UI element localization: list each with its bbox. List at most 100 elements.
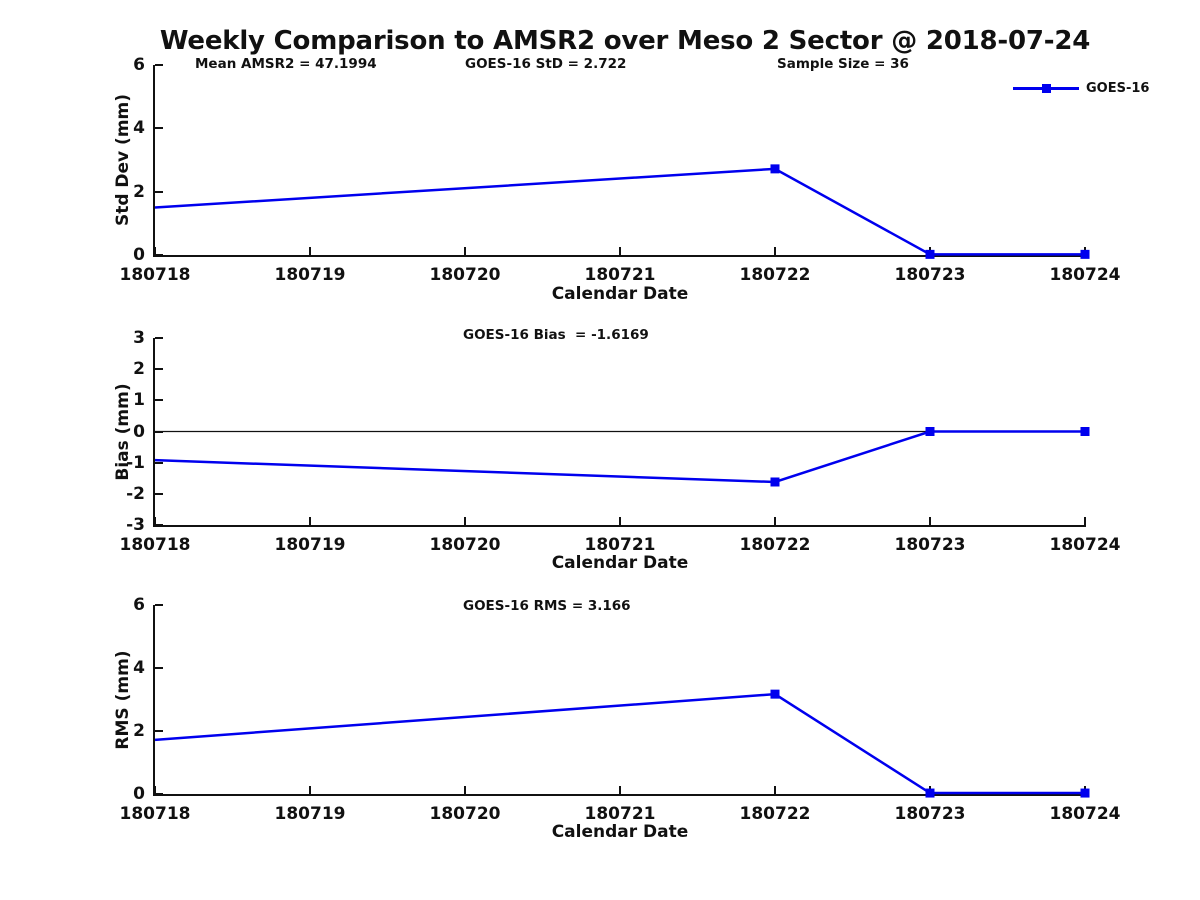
x-tick xyxy=(619,786,621,794)
y-tick xyxy=(155,667,163,669)
annotation-sample-size: Sample Size = 36 xyxy=(777,56,909,72)
legend: GOES-16 xyxy=(1013,81,1149,96)
x-tick xyxy=(464,247,466,255)
y-tick-label: 2 xyxy=(133,359,145,380)
y-tick-label: 4 xyxy=(133,118,145,139)
x-tick xyxy=(774,247,776,255)
x-tick xyxy=(154,247,156,255)
x-tick-label: 180721 xyxy=(584,265,656,285)
y-tick-label: 3 xyxy=(133,328,145,348)
x-tick-label: 180719 xyxy=(274,265,346,285)
x-tick xyxy=(929,517,931,525)
y-tick xyxy=(155,337,163,339)
x-tick xyxy=(154,517,156,525)
series-line-goes-16 xyxy=(154,692,1085,795)
y-tick-label: 6 xyxy=(133,55,145,75)
y-tick-label: 4 xyxy=(133,658,145,678)
y-axis-spine xyxy=(153,605,155,796)
x-tick-label: 180720 xyxy=(429,535,501,555)
x-tick xyxy=(619,517,621,525)
rms-plot-area xyxy=(154,689,1090,798)
y-tick xyxy=(155,730,163,732)
x-tick-label: 180721 xyxy=(584,535,656,555)
data-point-marker xyxy=(925,788,935,798)
xlabel-calendar-date-3: Calendar Date xyxy=(551,822,689,842)
x-tick xyxy=(309,247,311,255)
legend-line xyxy=(1013,84,1079,93)
data-point-marker xyxy=(770,477,780,487)
x-axis-spine xyxy=(153,794,1086,796)
data-point-marker xyxy=(770,689,780,699)
x-tick xyxy=(774,786,776,794)
x-tick-label: 180723 xyxy=(894,535,966,555)
data-point-marker xyxy=(1080,249,1090,259)
y-tick-label: 2 xyxy=(133,721,145,741)
data-point-marker xyxy=(1080,427,1090,436)
x-tick-label: 180719 xyxy=(274,535,346,555)
annotation-mean-amsr2: Mean AMSR2 = 47.1994 xyxy=(195,56,377,72)
std-dev-plot-area xyxy=(154,164,1090,259)
y-tick xyxy=(155,793,163,795)
y-tick xyxy=(155,368,163,371)
y-tick-label: -3 xyxy=(126,515,145,535)
x-tick xyxy=(774,517,776,525)
y-tick xyxy=(155,604,163,606)
data-point-marker xyxy=(770,164,780,174)
y-tick-label: 1 xyxy=(133,390,145,411)
annotation-goes16-bias: GOES-16 Bias = -1.6169 xyxy=(463,327,649,343)
x-tick-label: 180718 xyxy=(119,265,191,285)
x-tick xyxy=(154,786,156,794)
x-tick-label: 180722 xyxy=(739,265,811,285)
x-tick xyxy=(464,786,466,794)
y-tick xyxy=(155,254,163,256)
x-tick-label: 180720 xyxy=(429,804,501,824)
y-tick-label: 0 xyxy=(133,421,145,442)
y-tick-label: 0 xyxy=(133,784,145,804)
x-tick-label: 180724 xyxy=(1049,265,1121,285)
annotation-goes16-std: GOES-16 StD = 2.722 xyxy=(465,56,627,72)
y-tick xyxy=(155,492,163,495)
x-tick-label: 180722 xyxy=(739,804,811,824)
series-line-goes-16 xyxy=(154,167,1085,256)
x-tick-label: 180720 xyxy=(429,265,501,285)
y-tick xyxy=(155,190,163,193)
y-tick xyxy=(155,64,163,66)
y-tick-label: -2 xyxy=(126,483,145,504)
y-tick xyxy=(155,461,163,464)
chart-title: Weekly Comparison to AMSR2 over Meso 2 S… xyxy=(159,26,1091,56)
y-tick-label: 6 xyxy=(133,595,145,615)
x-tick-label: 180719 xyxy=(274,804,346,824)
series-line-goes-16 xyxy=(154,430,1085,484)
bias-plot-area xyxy=(154,427,1090,487)
y-tick-label: 2 xyxy=(133,181,145,202)
x-tick-label: 180722 xyxy=(739,535,811,555)
x-tick-label: 180724 xyxy=(1049,535,1121,555)
x-axis-spine xyxy=(153,525,1086,527)
x-tick xyxy=(309,517,311,525)
data-point-marker xyxy=(925,427,935,436)
y-axis-spine xyxy=(153,338,155,527)
y-tick xyxy=(155,524,163,526)
x-tick xyxy=(1084,517,1086,525)
x-tick-label: 180718 xyxy=(119,535,191,555)
y-tick-label: 0 xyxy=(133,245,145,265)
y-tick-label: -1 xyxy=(126,452,145,473)
annotation-goes16-rms: GOES-16 RMS = 3.166 xyxy=(463,598,631,614)
x-tick xyxy=(464,517,466,525)
legend-marker-icon xyxy=(1042,84,1051,93)
xlabel-calendar-date-2: Calendar Date xyxy=(551,553,689,573)
y-tick xyxy=(155,399,163,402)
x-axis-spine xyxy=(153,255,1086,257)
ylabel-std-dev: Std Dev (mm) xyxy=(113,93,133,227)
y-tick xyxy=(155,127,163,130)
x-tick-label: 180724 xyxy=(1049,804,1121,824)
x-tick-label: 180721 xyxy=(584,804,656,824)
x-tick-label: 180723 xyxy=(894,265,966,285)
x-tick xyxy=(309,786,311,794)
legend-label: GOES-16 xyxy=(1086,81,1150,96)
xlabel-calendar-date-1: Calendar Date xyxy=(551,284,689,304)
data-point-marker xyxy=(1080,788,1090,798)
y-axis-spine xyxy=(153,65,155,257)
data-point-marker xyxy=(925,249,935,259)
